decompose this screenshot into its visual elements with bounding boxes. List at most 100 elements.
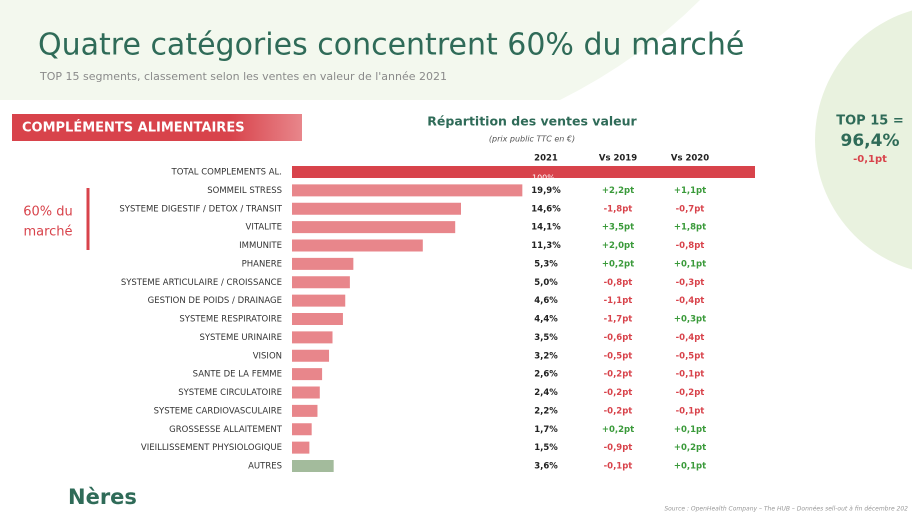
category-label: SYSTEME ARTICULAIRE / CROISSANCE [121, 278, 282, 288]
change-label: +0,1pt [674, 425, 706, 435]
value-label: 4,4% [534, 315, 558, 325]
background-shape [0, 0, 700, 100]
category-label: TOTAL COMPLEMENTS AL. [171, 168, 282, 178]
change-label: +2,2pt [602, 186, 634, 196]
category-label: SYSTEME URINAIRE [199, 333, 282, 343]
change-label: -1,8pt [604, 204, 633, 214]
bar [292, 386, 320, 399]
change-label: -0,4pt [676, 296, 705, 306]
change-label: -0,1pt [604, 462, 633, 472]
top15-label: TOP 15 = [836, 114, 903, 129]
change-label: -0,2pt [604, 406, 633, 416]
value-label: 2,2% [534, 406, 558, 416]
change-label: -1,7pt [604, 315, 633, 325]
top15-value: 96,4% [841, 131, 900, 151]
change-label: -0,9pt [604, 443, 633, 453]
chart-subtitle: (prix public TTC en €) [489, 135, 575, 144]
value-label: 11,3% [531, 241, 561, 251]
bar [292, 184, 523, 197]
value-label: 2,4% [534, 388, 558, 398]
category-label: SANTE DE LA FEMME [193, 370, 282, 380]
change-label: +0,2pt [602, 425, 634, 435]
bar [292, 423, 312, 436]
column-header: Vs 2020 [671, 154, 709, 164]
bar [292, 460, 334, 472]
category-label: PHANERE [242, 259, 282, 269]
category-label: SOMMEIL STRESS [207, 186, 282, 196]
change-label: -0,7pt [676, 204, 705, 214]
change-label: +3,5pt [602, 223, 634, 233]
chart-title: Répartition des ventes valeur [427, 114, 637, 129]
bars [292, 166, 755, 472]
bar [292, 257, 354, 270]
category-label: SYSTEME RESPIRATOIRE [179, 315, 282, 325]
bar [292, 441, 310, 454]
value-label: 3,5% [534, 333, 558, 343]
background-circle [815, 10, 912, 270]
value-label: 2,6% [534, 370, 558, 380]
category-label: SYSTEME DIGESTIF / DETOX / TRANSIT [119, 204, 282, 214]
category-label: VISION [253, 351, 282, 361]
change-label: -0,3pt [676, 278, 705, 288]
category-label: VIEILLISSEMENT PHYSIOLOGIQUE [141, 443, 282, 453]
change-label: -0,2pt [676, 388, 705, 398]
note: 60% du [23, 205, 73, 220]
value-label: 19,9% [531, 186, 561, 196]
value-label: 4,6% [534, 296, 558, 306]
value-label: 1,5% [534, 443, 558, 453]
change-label: +0,2pt [674, 443, 706, 453]
category-label: GESTION DE POIDS / DRAINAGE [148, 296, 282, 306]
bar [292, 166, 755, 178]
value-label: 3,2% [534, 351, 558, 361]
change-label: -0,4pt [676, 333, 705, 343]
category-label: SYSTEME CARDIOVASCULAIRE [154, 406, 282, 416]
category-label: VITALITE [246, 223, 282, 233]
value-label: 5,0% [534, 278, 558, 288]
change-label: -0,1pt [676, 406, 705, 416]
section-header [12, 114, 302, 141]
source: Source : OpenHealth Company – The HUB – … [664, 506, 908, 513]
subtitle: TOP 15 segments, classement selon les ve… [39, 70, 447, 83]
top15-change: -0,1pt [853, 154, 887, 165]
change-label: -0,5pt [676, 351, 705, 361]
bar [292, 276, 350, 289]
change-label: -0,8pt [604, 278, 633, 288]
bar [292, 294, 346, 307]
change-label: -0,1pt [676, 370, 705, 380]
change-label: -0,2pt [604, 388, 633, 398]
category-label: GROSSESSE ALLAITEMENT [169, 425, 283, 435]
category-label: SYSTEME CIRCULATOIRE [178, 388, 282, 398]
value-label: 3,6% [534, 462, 558, 472]
change-label: -0,2pt [604, 370, 633, 380]
category-label: AUTRES [248, 462, 282, 472]
change-label: -1,1pt [604, 296, 633, 306]
column-header: 2021 [534, 154, 558, 164]
logo: Nères [68, 485, 137, 509]
bar [292, 368, 323, 381]
bar [292, 202, 461, 215]
note: marché [23, 225, 72, 240]
value-label: 5,3% [534, 259, 558, 269]
title: Quatre catégories concentrent 60% du mar… [38, 28, 744, 63]
value-label: 1,7% [534, 425, 558, 435]
change-label: -0,8pt [676, 241, 705, 251]
bar [292, 313, 343, 325]
bar [292, 239, 423, 252]
change-label: -0,6pt [604, 333, 633, 343]
bar [292, 404, 318, 417]
change-label: +0,3pt [674, 315, 706, 325]
column-header: Vs 2019 [599, 154, 637, 164]
change-label: +2,0pt [602, 241, 634, 251]
change-label: -0,5pt [604, 351, 633, 361]
value-label: 14,6% [531, 204, 561, 214]
bar [292, 221, 456, 234]
value-label: 14,1% [531, 223, 561, 233]
bar [292, 331, 333, 344]
section-title: COMPLÉMENTS ALIMENTAIRES [22, 120, 245, 136]
change-label: +0,1pt [674, 462, 706, 472]
value-label: 100% [532, 174, 555, 183]
change-label: +0,2pt [602, 259, 634, 269]
change-label: +1,1pt [674, 186, 706, 196]
change-label: +0,1pt [674, 259, 706, 269]
